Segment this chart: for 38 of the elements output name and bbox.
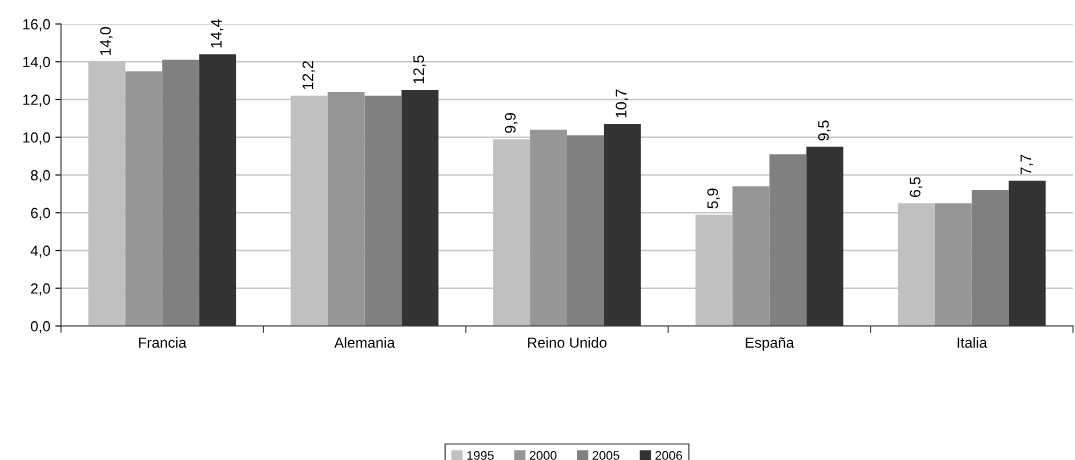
legend-label: 2000 — [529, 451, 557, 460]
bar — [364, 95, 402, 326]
y-tick-label: 2,0 — [31, 283, 51, 296]
legend-label: 1995 — [467, 451, 494, 460]
x-tick-label: Alemania — [334, 337, 395, 348]
bar — [934, 203, 972, 326]
data-label: 7,7 — [1020, 154, 1034, 175]
bar — [530, 129, 567, 326]
y-tick-label: 14,0 — [23, 56, 51, 69]
data-label: 9,9 — [504, 113, 518, 133]
x-tick-label: Francia — [139, 337, 187, 348]
data-label: 6,5 — [909, 177, 923, 197]
y-tick-label: 4,0 — [30, 245, 51, 258]
y-tick-label: 0,0 — [30, 321, 51, 334]
data-label: 12,2 — [302, 61, 316, 89]
y-tick-label: 12,0 — [23, 94, 51, 107]
data-label: 12,5 — [413, 55, 426, 84]
y-tick-label: 10,0 — [23, 132, 51, 145]
legend-label: 2005 — [592, 451, 620, 460]
data-label: 9,5 — [818, 120, 831, 141]
data-label: 5,9 — [707, 188, 720, 209]
x-tick-label: España — [745, 337, 795, 351]
y-tick-label: 8,0 — [30, 170, 51, 183]
bar — [971, 190, 1009, 326]
legend-label: 2006 — [655, 451, 683, 460]
data-label: 14,4 — [211, 19, 224, 48]
data-label: 10,7 — [615, 89, 629, 118]
y-tick-label: 16,0 — [23, 19, 51, 32]
bar — [732, 186, 770, 326]
x-tick-label: Reino Unido — [528, 337, 607, 348]
bar — [567, 135, 604, 326]
y-tick-label: 6,0 — [31, 207, 51, 220]
bar — [162, 59, 200, 326]
x-tick-label: Italia — [957, 337, 988, 348]
bar — [327, 91, 365, 326]
data-label: 14,0 — [100, 27, 113, 56]
bar — [769, 154, 807, 326]
bar — [125, 71, 163, 326]
